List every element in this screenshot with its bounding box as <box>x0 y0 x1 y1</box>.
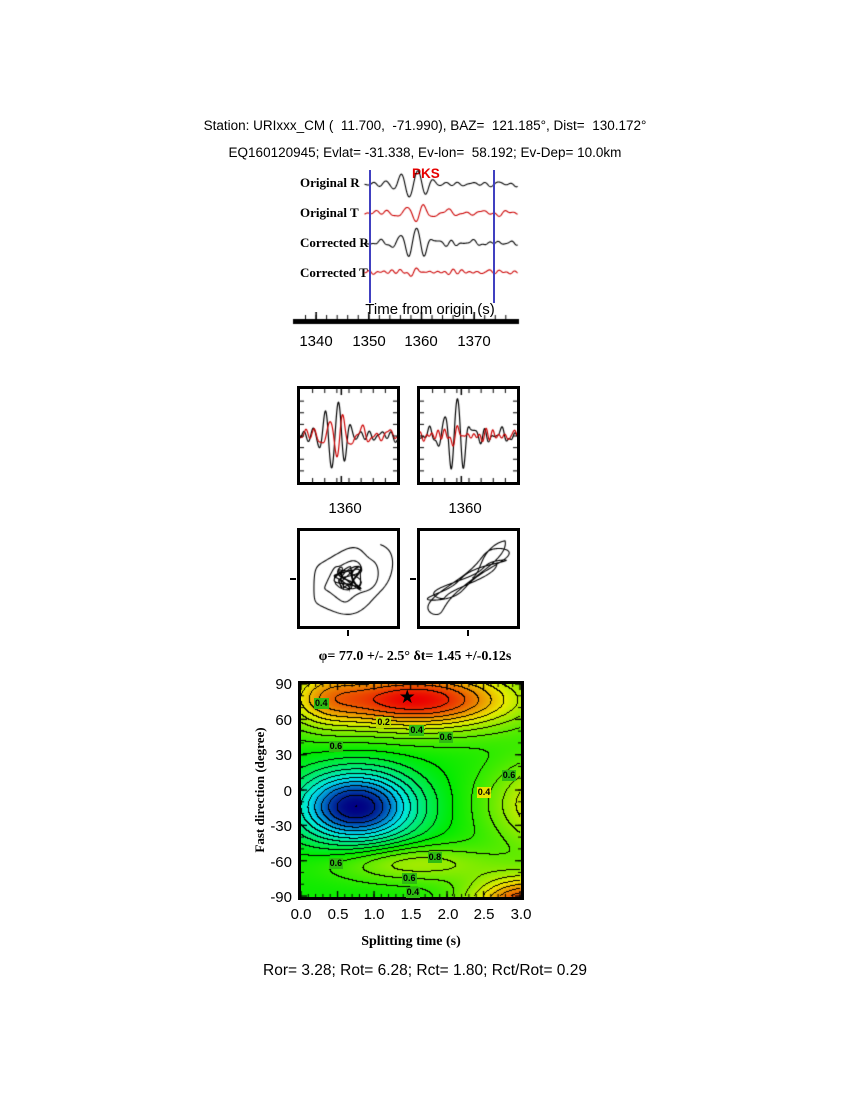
contour-ytick-label: -60 <box>270 854 292 871</box>
fast-direction-axis-label: Fast direction (degree) <box>252 727 267 853</box>
contour-label: 0.6 <box>328 740 344 752</box>
contour-title: φ= 77.0 +/- 2.5° δt= 1.45 +/-0.12s <box>318 649 512 664</box>
waveform-canvas <box>290 162 530 307</box>
contour-label: 0.4 <box>409 725 424 737</box>
pm-tick <box>467 630 469 636</box>
contour-label: 0.4 <box>476 786 492 798</box>
time-tick-label: 1370 <box>457 333 491 350</box>
pm-tick <box>347 630 349 636</box>
contour-label: 0.2 <box>376 717 391 729</box>
time-tick-label: 1360 <box>404 333 438 350</box>
contour-xtick-label: 0.0 <box>290 906 312 923</box>
pm-tick <box>410 578 416 580</box>
contour-label: 0.6 <box>501 770 517 782</box>
zoom-label-original: 1360 <box>328 500 362 517</box>
zoom-box-corrected <box>417 386 520 485</box>
particle-motion-canvas-original <box>300 531 397 626</box>
contour-ytick-label: -90 <box>270 889 292 906</box>
window-start-line <box>368 170 371 303</box>
best-solution-star: ★ <box>398 687 416 709</box>
contour-ytick-label: 60 <box>275 712 292 729</box>
contour-xtick-label: 0.5 <box>327 906 349 923</box>
zoom-canvas-corrected <box>420 389 517 482</box>
contour-xtick-label: 1.5 <box>400 906 422 923</box>
contour-ytick-label: 0 <box>283 783 292 800</box>
zoom-canvas-original <box>300 389 397 482</box>
contour-label: 0.6 <box>438 732 454 744</box>
zoom-box-original <box>297 386 400 485</box>
contour-ytick-label: -30 <box>270 818 292 835</box>
contour-xtick-label: 2.5 <box>473 906 495 923</box>
contour-label: 0.8 <box>427 851 443 863</box>
contour-label: 0.6 <box>402 873 417 885</box>
event-info-line: EQ160120945; Evlat= -31.338, Ev-lon= 58.… <box>228 145 622 160</box>
time-tick-label: 1340 <box>299 333 333 350</box>
contour-frame <box>298 681 524 900</box>
contour-label: 0.4 <box>405 887 421 899</box>
time-tick-label: 1350 <box>352 333 386 350</box>
particle-motion-box-corrected <box>417 528 520 629</box>
station-info-line: Station: URIxxx_CM ( 11.700, -71.990), B… <box>203 118 647 133</box>
zoom-label-corrected: 1360 <box>448 500 482 517</box>
pm-tick <box>290 578 296 580</box>
contour-ytick-label: 30 <box>275 747 292 764</box>
contour-label: 0.4 <box>314 698 329 710</box>
window-end-line <box>492 170 495 303</box>
contour-label: 0.6 <box>328 857 344 869</box>
summary-line: Ror= 3.28; Rot= 6.28; Rct= 1.80; Rct/Rot… <box>263 962 587 979</box>
contour-xtick-label: 1.0 <box>363 906 385 923</box>
contour-ytick-label: 90 <box>275 676 292 693</box>
time-axis-canvas <box>288 312 528 338</box>
splitting-time-axis-label: Splitting time (s) <box>361 934 461 949</box>
particle-motion-box-original <box>297 528 400 629</box>
contour-xtick-label: 2.0 <box>437 906 459 923</box>
contour-xtick-label: 3.0 <box>510 906 532 923</box>
particle-motion-canvas-corrected <box>420 531 517 626</box>
